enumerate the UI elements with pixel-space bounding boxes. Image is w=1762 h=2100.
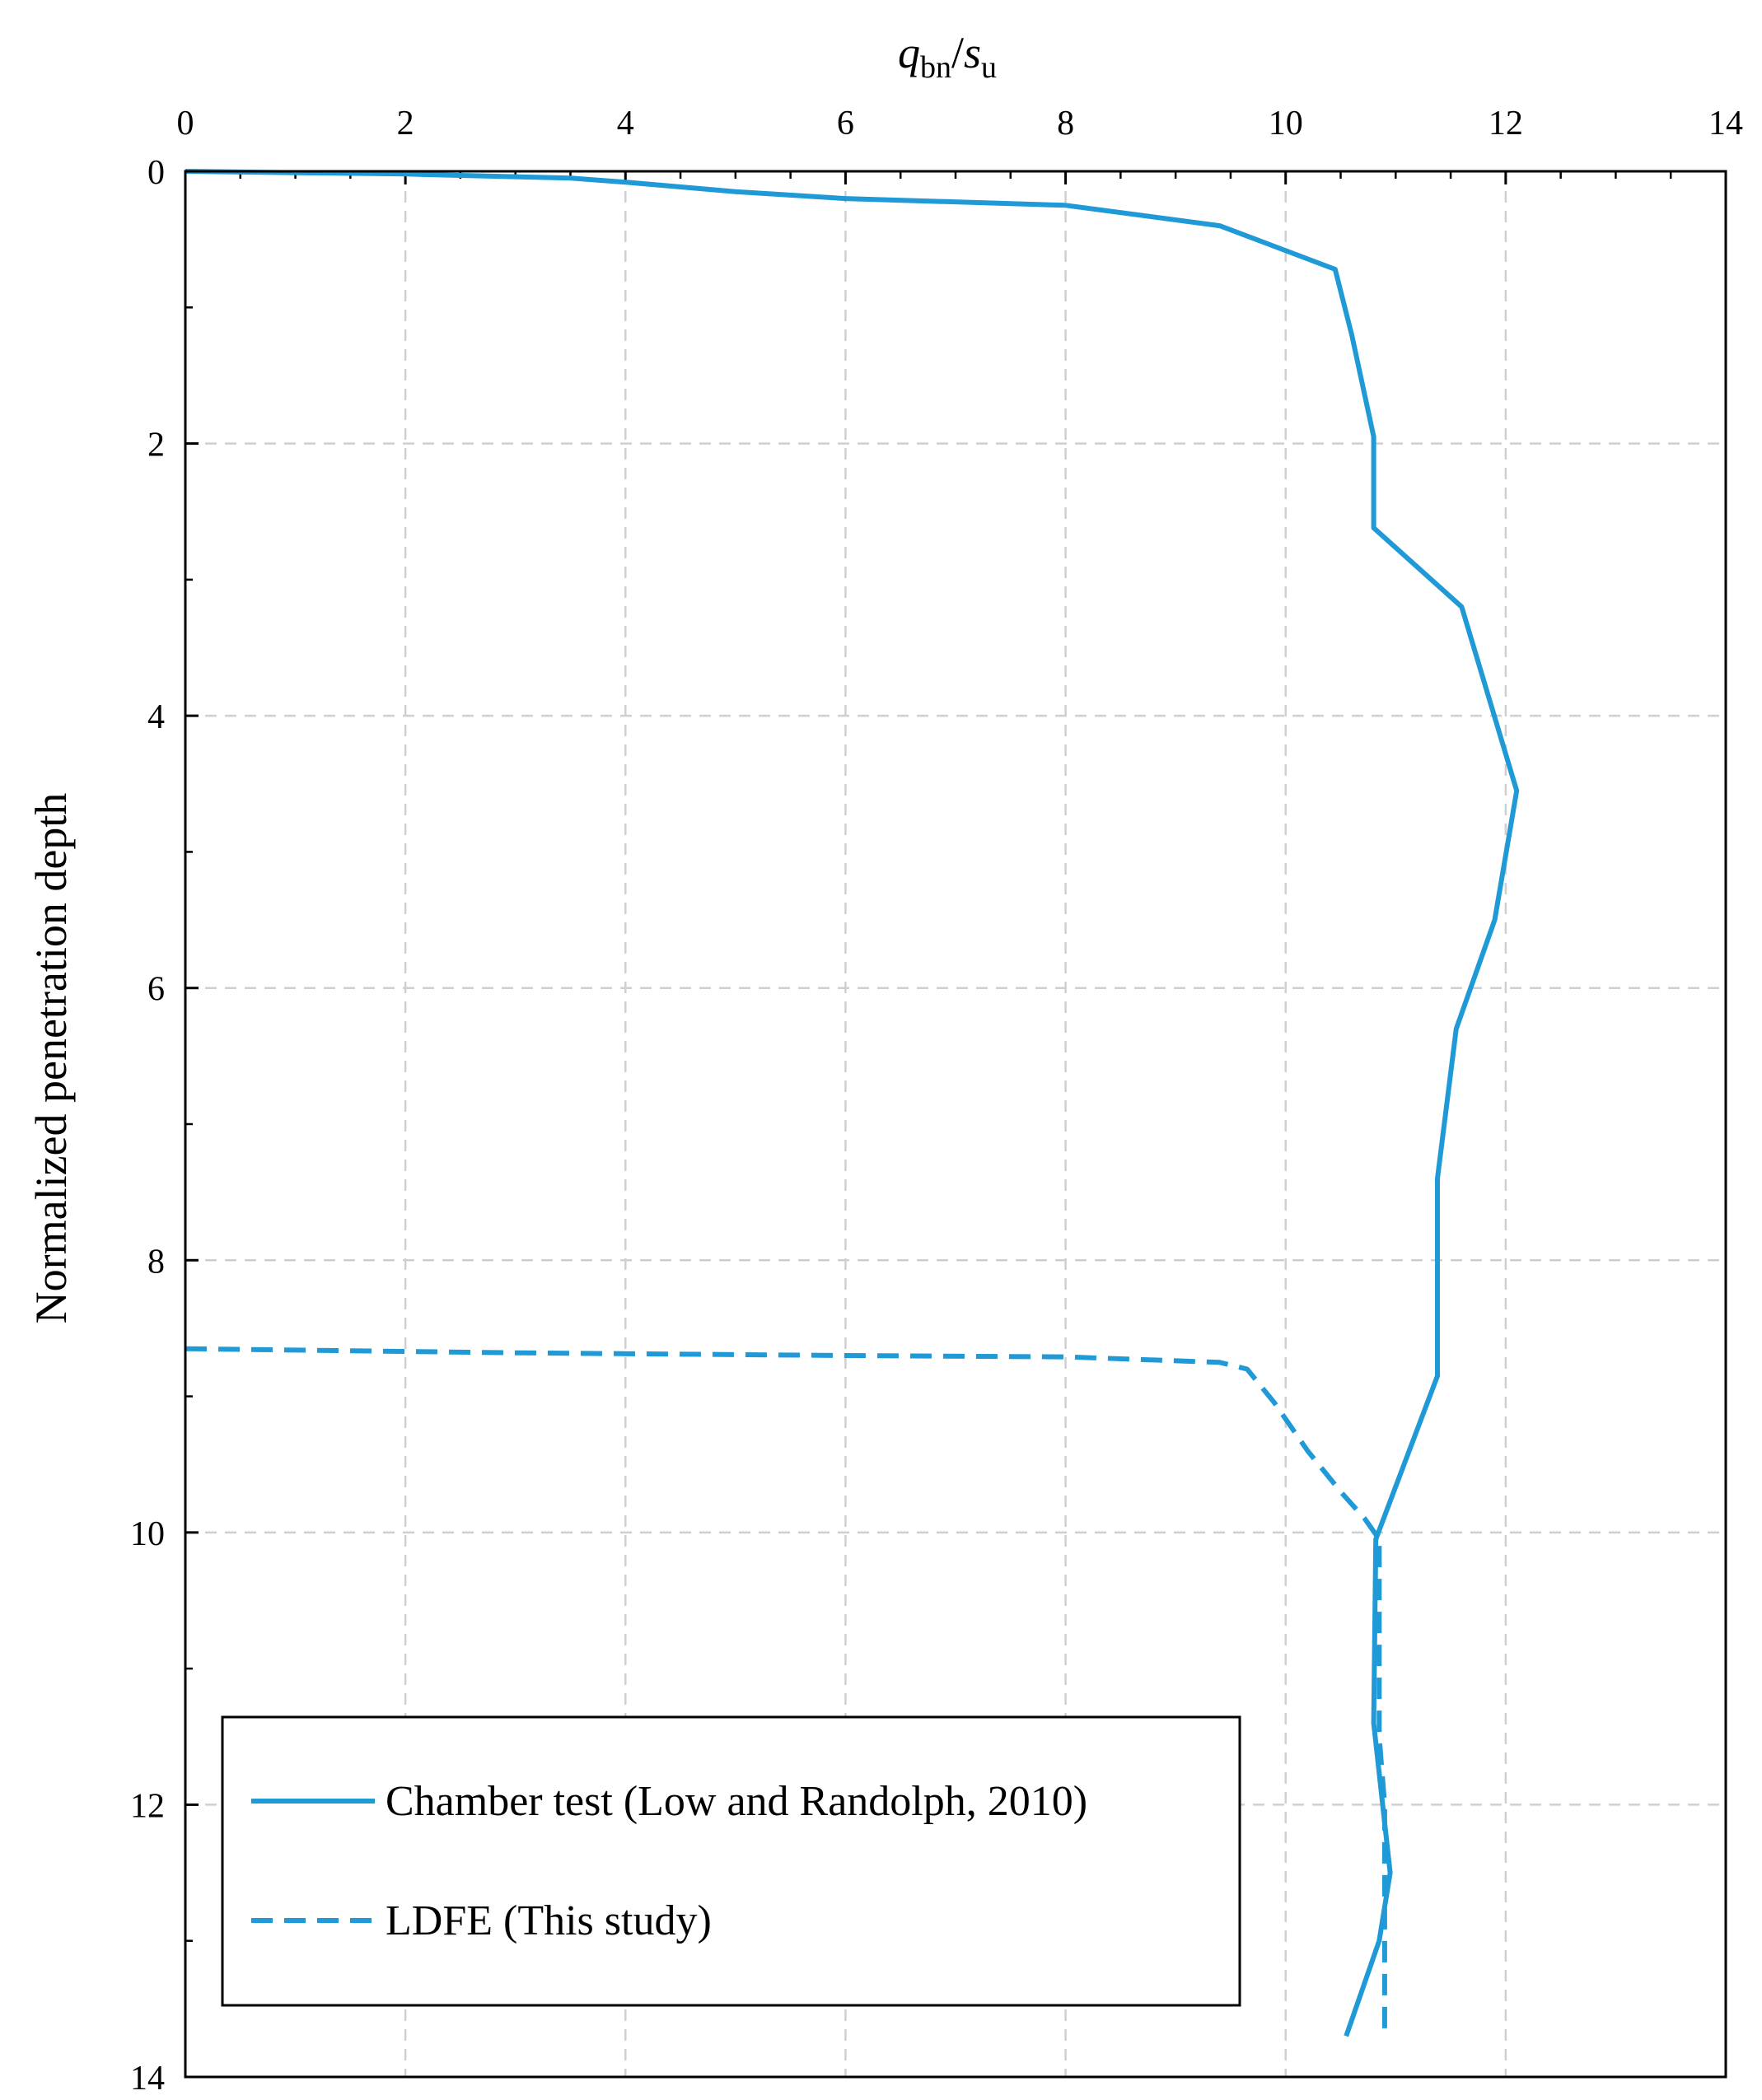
x-tick-label: 12: [1489, 105, 1523, 142]
y-tick-label: 2: [147, 427, 165, 464]
series-line-chamber-test: [185, 169, 1520, 2037]
y-tick-label: 0: [147, 154, 165, 192]
x-tick-label: 6: [837, 105, 854, 142]
y-axis-title: Normalized penetration depth: [26, 793, 76, 1324]
y-tick-label: 12: [130, 1787, 165, 1825]
series-line-ldfe: [185, 1346, 1387, 2037]
x-tick-label: 2: [397, 105, 414, 142]
plot-frame: [184, 170, 1727, 2079]
x-tick-label: 8: [1057, 105, 1074, 142]
y-tick-label: 8: [147, 1243, 165, 1281]
x-tick-label: 10: [1269, 105, 1303, 142]
legend-label-ldfe: LDFE (This study): [386, 1897, 712, 1944]
y-tick-label: 10: [130, 1515, 165, 1553]
x-tick-label: 14: [1708, 105, 1743, 142]
legend-box: [221, 1715, 1241, 2007]
x-tick-label: 4: [617, 105, 634, 142]
legend-label-chamber: Chamber test (Low and Randolph, 2010): [386, 1778, 1087, 1825]
y-tick-label: 6: [147, 971, 165, 1009]
tick-labels: 0 2 4 6 8 10 12 14 0 2 4 6 8 10 12 14: [130, 105, 1743, 2098]
y-tick-label: 14: [130, 2060, 165, 2098]
legend: Chamber test (Low and Randolph, 2010) LD…: [221, 1715, 1241, 2007]
x-axis-title: qbn/su: [898, 28, 997, 85]
y-tick-label: 4: [147, 698, 165, 736]
x-tick-label: 0: [177, 105, 194, 142]
data-series: [185, 169, 1520, 2037]
